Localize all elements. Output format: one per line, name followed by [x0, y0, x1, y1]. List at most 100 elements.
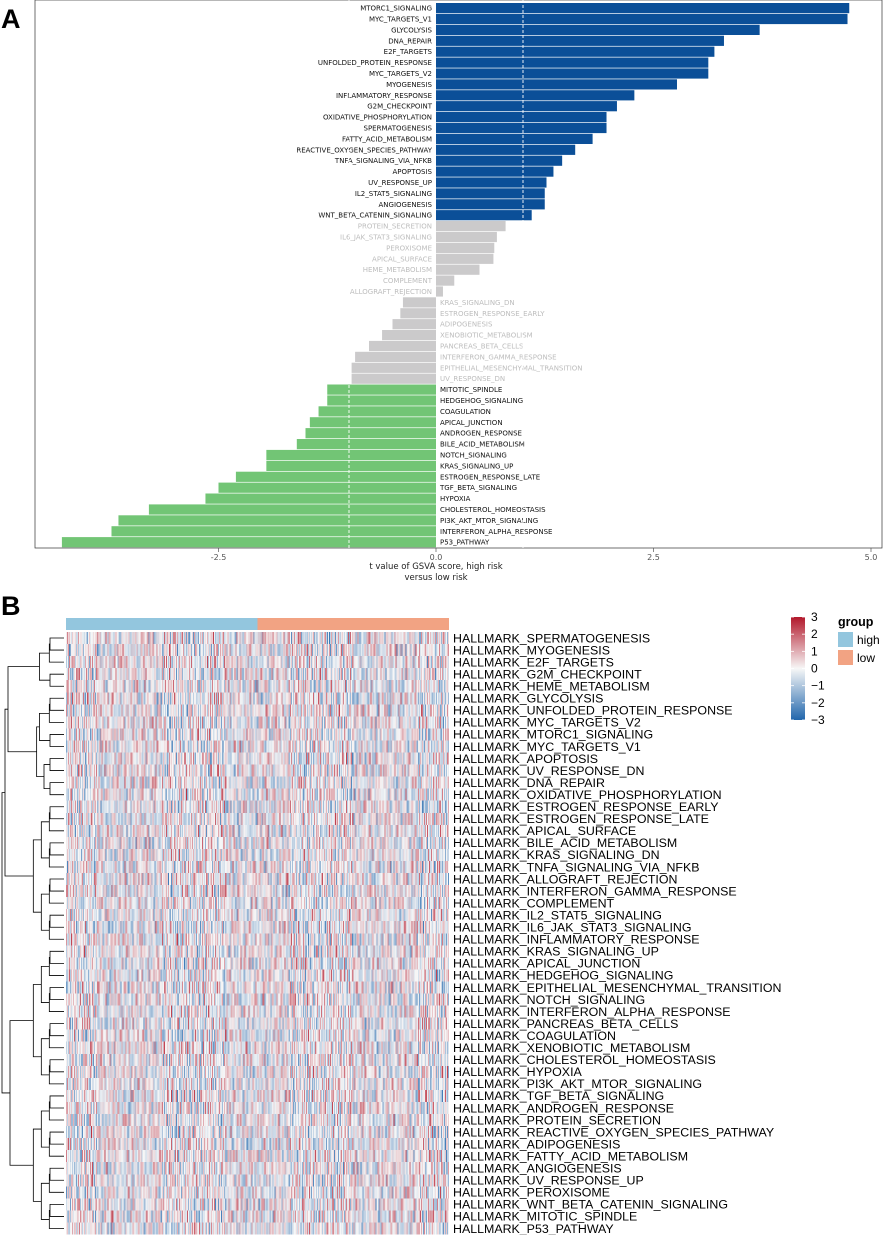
bar-allograft-rejection: [436, 286, 443, 297]
bar-bile-acid-metabolism: [296, 439, 436, 450]
bar-apical-surface: [436, 253, 494, 264]
bar-g2m-checkpoint: [436, 101, 617, 112]
bar-xenobiotic-metabolism: [382, 330, 436, 341]
bar-label-spermatogenesis: SPERMATOGENESIS: [364, 125, 433, 133]
dendrogram-branch: [49, 1167, 64, 1181]
bar-label-mitotic-spindle: MITOTIC_SPINDLE: [440, 386, 502, 394]
row-label-hallmark-p53-pathway: HALLMARK_P53_PATHWAY: [453, 1222, 614, 1235]
dendrogram-branch: [43, 764, 50, 790]
bar-uv-response-up: [436, 177, 547, 188]
color-scale-label: −2: [811, 696, 825, 710]
row-label-hallmark-coagulation: HALLMARK_COAGULATION: [453, 1029, 616, 1043]
row-dendrogram: [1, 637, 64, 1229]
bar-il2-stat5-signaling: [436, 188, 545, 199]
row-label-hallmark-protein-secretion: HALLMARK_PROTEIN_SECRETION: [453, 1113, 661, 1127]
bar-label-mtorc1-signaling: MTORC1_SIGNALING: [360, 5, 432, 13]
bar-tnfa-signaling-via-nfkb: [436, 155, 563, 166]
row-label-hallmark-bile-acid-metabolism: HALLMARK_BILE_ACID_METABOLISM: [453, 836, 677, 850]
row-label-hallmark-wnt-beta-catenin-signaling: HALLMARK_WNT_BETA_CATENIN_SIGNALING: [453, 1198, 728, 1212]
bar-adipogenesis: [392, 319, 436, 330]
row-label-hallmark-tnfa-signaling-via-nfkb: HALLMARK_TNFA_SIGNALING_VIA_NFKB: [453, 860, 700, 874]
row-label-hallmark-pancreas-beta-cells: HALLMARK_PANCREAS_BETA_CELLS: [453, 1017, 678, 1031]
bar-inflammatory-response: [436, 90, 635, 101]
row-label-hallmark-e2f-targets: HALLMARK_E2F_TARGETS: [453, 655, 614, 669]
row-label-hallmark-apoptosis: HALLMARK_APOPTOSIS: [453, 752, 598, 766]
bar-protein-secretion: [436, 221, 506, 232]
row-label-hallmark-xenobiotic-metabolism: HALLMARK_XENOBIOTIC_METABOLISM: [453, 1041, 690, 1055]
dendrogram-branch: [48, 1065, 64, 1085]
dendrogram-branch: [40, 821, 50, 859]
bar-label-dna-repair: DNA_REPAIR: [388, 37, 432, 45]
bar-myc-targets-v2: [436, 68, 709, 79]
group-legend-label-high: high: [857, 633, 880, 647]
dendrogram-branch: [48, 848, 64, 868]
bar-label-angiogenesis: ANGIOGENESIS: [379, 201, 433, 209]
row-label-hallmark-estrogen-response-late: HALLMARK_ESTROGEN_RESPONSE_LATE: [453, 812, 709, 826]
bar-heme-metabolism: [436, 264, 480, 275]
color-scale-label: −1: [811, 679, 825, 693]
row-label-hallmark-apical-surface: HALLMARK_APICAL_SURFACE: [453, 824, 636, 838]
dendrogram-branch: [49, 842, 64, 856]
bar-label-androgen-response: ANDROGEN_RESPONSE: [440, 430, 522, 438]
bar-label-glycolysis: GLYCOLYSIS: [391, 26, 432, 34]
bar-label-unfolded-protein-response: UNFOLDED_PROTEIN_RESPONSE: [318, 59, 432, 67]
heatmap-cells: [66, 632, 449, 1235]
dendrogram-branch: [40, 1182, 50, 1220]
bar-label-heme-metabolism: HEME_METABOLISM: [363, 266, 432, 274]
row-label-hallmark-il2-stat5-signaling: HALLMARK_IL2_STAT5_SIGNALING: [453, 908, 662, 922]
x-tick-label: -2.5: [211, 553, 227, 562]
dendrogram-branch: [48, 643, 64, 663]
bar-label-tgf-beta-signaling: TGF_BETA_SIGNALING: [439, 484, 517, 492]
bar-hypoxia: [205, 493, 436, 504]
row-label-hallmark-peroxisome: HALLMARK_PEROXISOME: [453, 1186, 610, 1200]
bar-p53-pathway: [61, 537, 437, 548]
dendrogram-branch: [49, 914, 64, 928]
dendrogram-branch: [48, 1101, 64, 1121]
group-bar-low: [257, 618, 449, 630]
row-label-hallmark-reactive-oxygen-species-pathway: HALLMARK_REACTIVE_OXYGEN_SPECIES_PATHWAY: [453, 1125, 774, 1139]
color-scale-label: 2: [811, 627, 818, 641]
color-scale-bar: [791, 617, 805, 720]
bar-wnt-beta-catenin-signaling: [436, 210, 532, 221]
row-label-hallmark-epithelial-mesenchymal-transition: HALLMARK_EPITHELIAL_MESENCHYMAL_TRANSITI…: [453, 981, 781, 995]
bar-label-myogenesis: MYOGENESIS: [386, 81, 432, 89]
dendrogram-branch: [39, 652, 50, 681]
dendrogram-branch: [48, 812, 64, 832]
row-label-hallmark-hypoxia: HALLMARK_HYPOXIA: [453, 1065, 583, 1079]
bar-spermatogenesis: [436, 122, 607, 134]
dendrogram-branch: [49, 673, 64, 687]
bar-labels-group: MTORC1_SIGNALING MYC_TARGETS_V1 GLYCOLYSIS…: [296, 5, 582, 547]
x-axis-title-line1: t value of GSVA score, high risk: [369, 562, 502, 572]
row-label-hallmark-il6-jak-stat3-signaling: HALLMARK_IL6_JAK_STAT3_SIGNALING: [453, 921, 692, 935]
bar-angiogenesis: [436, 199, 545, 210]
bar-label-bile-acid-metabolism: BILE_ACID_METABOLISM: [440, 441, 525, 449]
row-label-hallmark-myc-targets-v1: HALLMARK_MYC_TARGETS_V1: [453, 740, 641, 754]
dendrogram-branch: [49, 806, 64, 820]
plot-frame: [34, 0, 883, 549]
bar-label-oxidative-phosphorylation: OXIDATIVE_PHOSPHORYLATION: [323, 114, 432, 122]
x-axis: -2.5 0.0 2.5 5.0: [211, 548, 878, 562]
bar-label-coagulation: COAGULATION: [440, 408, 491, 416]
row-label-hallmark-glycolysis: HALLMARK_GLYCOLYSIS: [453, 692, 603, 706]
row-label-hallmark-g2m-checkpoint: HALLMARK_G2M_CHECKPOINT: [453, 667, 642, 681]
bar-hedgehog-signaling: [327, 395, 436, 406]
bar-mitotic-spindle: [327, 384, 436, 395]
row-label-hallmark-spermatogenesis: HALLMARK_SPERMATOGENESIS: [453, 631, 650, 645]
group-legend-label-low: low: [857, 651, 875, 665]
bar-label-protein-secretion: PROTEIN_SECRETION: [358, 223, 432, 231]
row-label-hallmark-cholesterol-homeostasis: HALLMARK_CHOLESTEROL_HOMEOSTASIS: [453, 1053, 716, 1067]
bar-pancreas-beta-cells: [369, 340, 436, 352]
group-legend-swatch-low: [838, 650, 853, 665]
row-label-hallmark-oxidative-phosphorylation: HALLMARK_OXIDATIVE_PHOSPHORYLATION: [453, 788, 722, 802]
bar-label-apical-surface: APICAL_SURFACE: [372, 255, 432, 263]
bar-label-hypoxia: HYPOXIA: [440, 495, 471, 503]
dendrogram-branch: [48, 884, 64, 904]
dendrogram-branch: [48, 956, 64, 976]
row-label-hallmark-angiogenesis: HALLMARK_ANGIOGENESIS: [453, 1162, 622, 1176]
dendrogram-branch: [49, 697, 64, 711]
x-tick-label: 5.0: [865, 553, 878, 562]
bar-epithelial-mesenchymal-transition: [351, 362, 436, 373]
row-label-hallmark-uv-response-dn: HALLMARK_UV_RESPONSE_DN: [453, 764, 644, 778]
dendrogram-branch: [49, 637, 64, 651]
